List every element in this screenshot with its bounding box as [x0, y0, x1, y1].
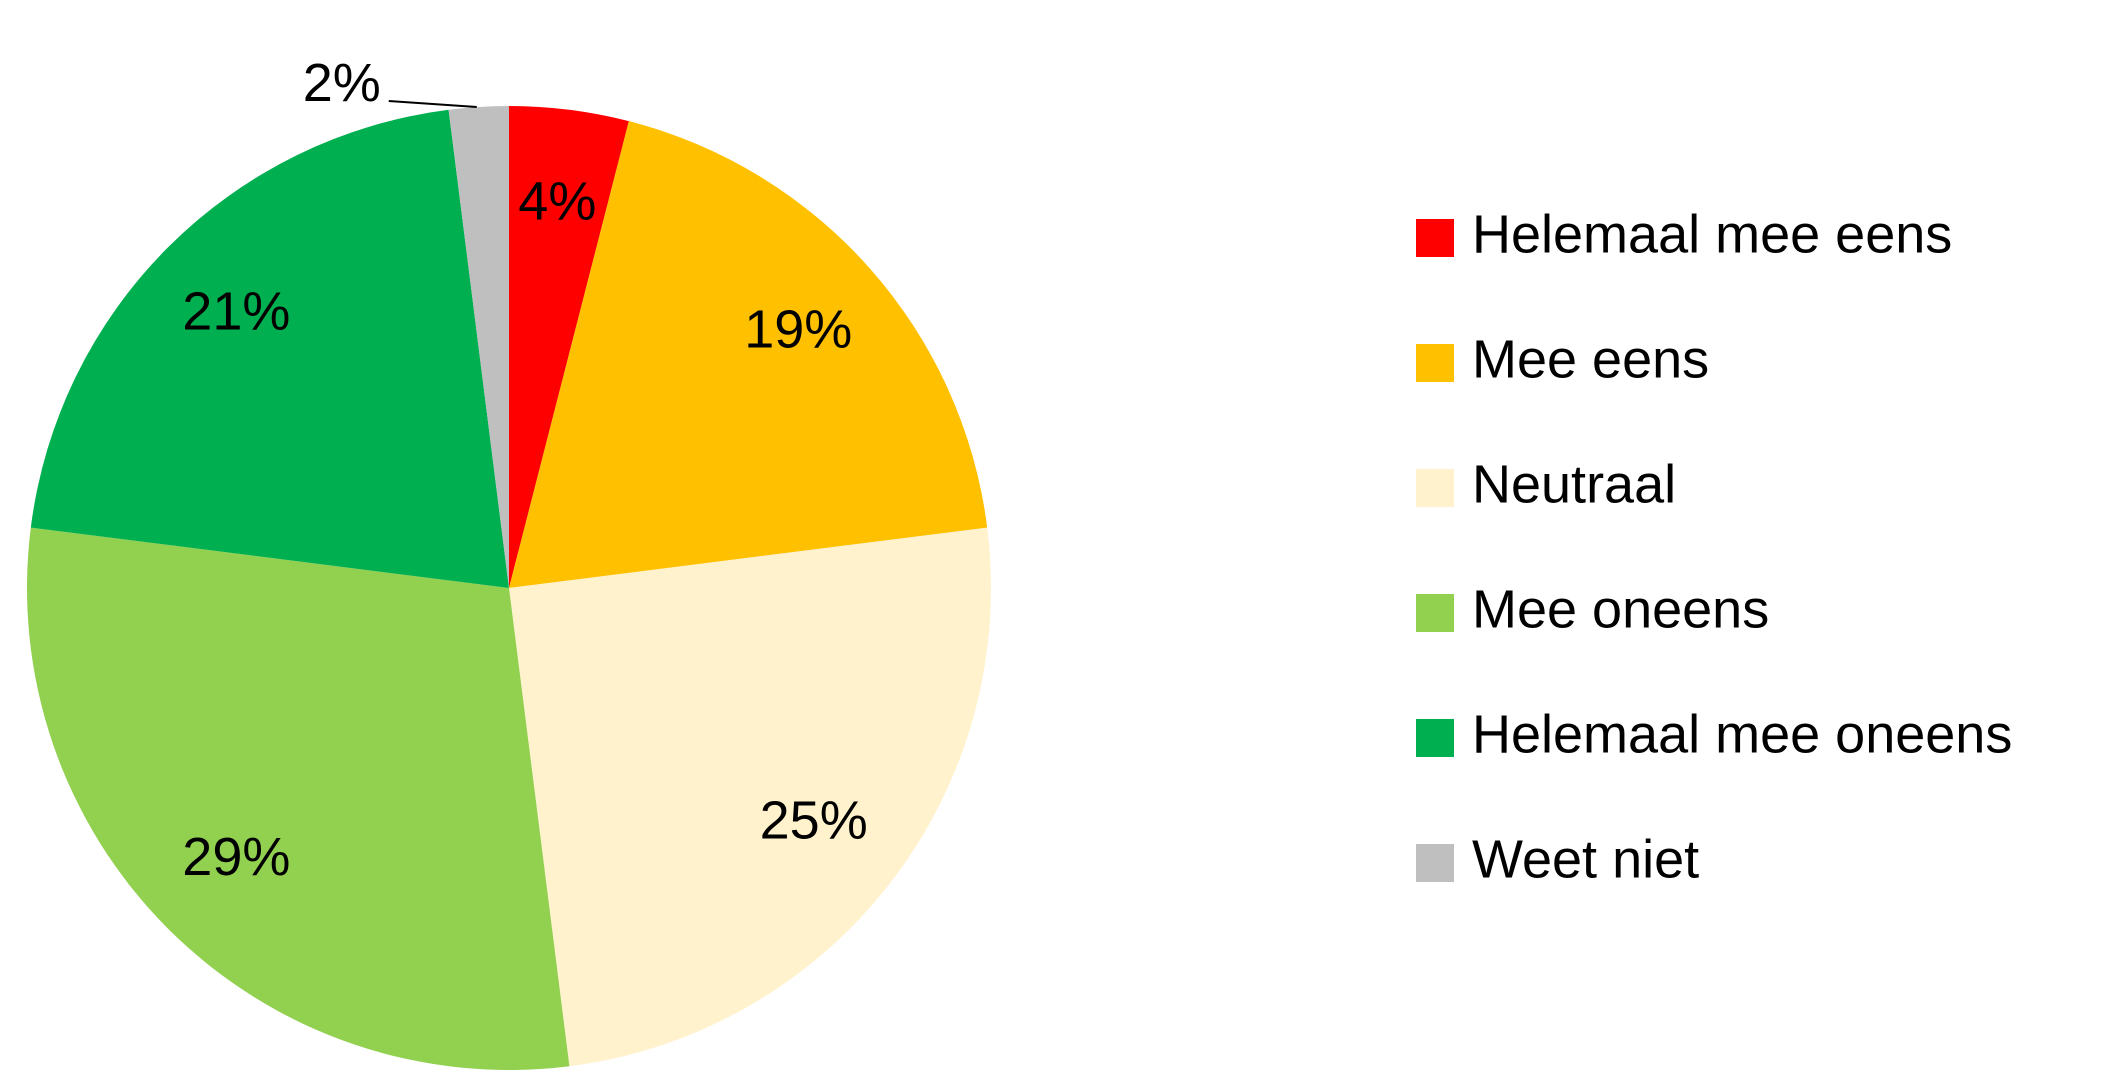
pie-slice: [509, 527, 991, 1067]
data-label: 19%: [744, 299, 852, 359]
data-label: 4%: [518, 172, 596, 232]
leader-line: [388, 99, 477, 108]
legend-label: Mee oneens: [1472, 579, 1769, 639]
pie-slice: [26, 527, 570, 1071]
pie-slice: [448, 106, 509, 588]
data-label: 2%: [303, 53, 381, 113]
legend-label: Helemaal mee oneens: [1472, 704, 2012, 764]
data-label: 21%: [182, 282, 290, 342]
legend-label: Mee eens: [1472, 329, 1709, 389]
legend-swatch: [1416, 594, 1454, 632]
legend-swatch: [1416, 844, 1454, 882]
data-label: 29%: [182, 827, 290, 887]
legend-swatch: [1416, 219, 1454, 257]
legend-swatch: [1416, 344, 1454, 382]
legend-label: Weet niet: [1472, 829, 1699, 889]
pie-slice: [509, 121, 988, 588]
data-label: 25%: [760, 791, 868, 851]
legend-label: Neutraal: [1472, 454, 1676, 514]
legend-swatch: [1416, 469, 1454, 507]
legend-label: Helemaal mee eens: [1472, 204, 1952, 264]
pie-slice: [509, 106, 629, 588]
pie-slice: [30, 109, 509, 588]
legend-swatch: [1416, 719, 1454, 757]
